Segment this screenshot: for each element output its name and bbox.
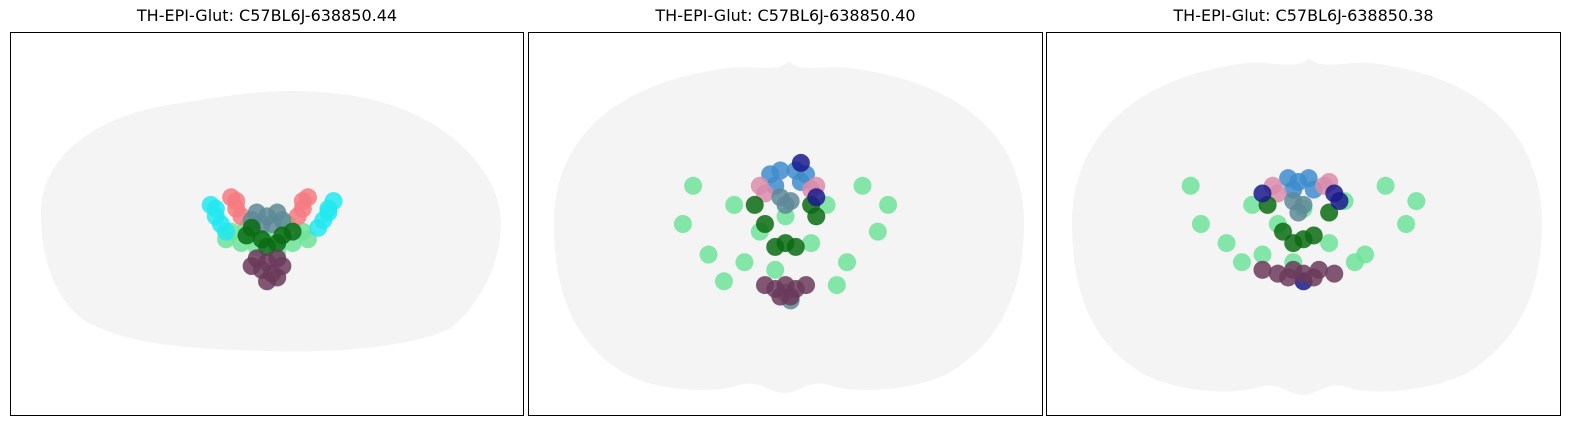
scatter-point (1320, 234, 1339, 253)
scatter-point (1397, 215, 1416, 233)
scatter-series (242, 249, 292, 291)
scatter-point (786, 237, 805, 256)
scatter-point (673, 215, 692, 233)
plot-area (10, 32, 524, 416)
chart-panel-2: TH-EPI-Glut: C57BL6J-638850.40 (528, 0, 1043, 427)
scatter-point (217, 222, 236, 241)
scatter-point (268, 268, 287, 287)
scatter-point (791, 153, 810, 172)
scatter-point (273, 211, 292, 230)
scatter-point (1243, 195, 1262, 214)
scatter-point (273, 226, 292, 245)
scatter-point (1191, 215, 1210, 233)
scatter-point (1181, 176, 1200, 195)
scatter-series (1253, 260, 1344, 287)
scatter-point (1253, 260, 1272, 279)
scatter-point (684, 176, 703, 195)
chart-panel-1: TH-EPI-Glut: C57BL6J-638850.44 (10, 0, 524, 427)
scatter-point (755, 215, 774, 233)
scatter-point (868, 222, 887, 241)
chart-title: TH-EPI-Glut: C57BL6J-638850.38 (1173, 6, 1434, 25)
scatter-plot (41, 91, 501, 352)
scatter-point (879, 195, 898, 214)
scatter-point (853, 176, 872, 195)
scatter-point (699, 245, 718, 264)
scatter-point (1376, 176, 1395, 195)
scatter-point (1217, 234, 1236, 253)
scatter-point (735, 253, 754, 272)
scatter-point (725, 195, 744, 214)
scatter-point (827, 276, 846, 295)
scatter-series (1258, 195, 1339, 253)
scatter-point (242, 218, 261, 237)
scatter-point (781, 287, 800, 306)
scatter-point (1289, 203, 1308, 222)
scatter-point (797, 276, 816, 295)
scatter-plot (1072, 58, 1542, 395)
scatter-plot (554, 61, 1024, 393)
scatter-point (745, 195, 764, 214)
scatter-point (1330, 192, 1349, 211)
scatter-point (1279, 268, 1298, 287)
scatter-series (201, 192, 343, 241)
scatter-point (298, 230, 317, 249)
brain-section-outline (554, 61, 1024, 393)
plot-area (1046, 32, 1561, 416)
scatter-point (258, 237, 276, 256)
scatter-point (1273, 222, 1292, 241)
scatter-point (1304, 268, 1323, 287)
scatter-series (791, 153, 826, 207)
scatter-series (673, 176, 898, 295)
scatter-point (227, 192, 246, 211)
plot-area (528, 32, 1043, 416)
scatter-point (1268, 184, 1287, 203)
scatter-point (1304, 226, 1323, 245)
chart-title: TH-EPI-Glut: C57BL6J-638850.44 (136, 6, 398, 25)
scatter-point (1320, 203, 1339, 222)
scatter-series (755, 276, 816, 306)
scatter-point (1253, 245, 1272, 264)
scatter-point (1253, 184, 1272, 203)
scatter-point (755, 184, 774, 203)
scatter-series (745, 195, 826, 256)
scatter-point (242, 257, 261, 276)
scatter-point (771, 161, 790, 180)
scatter-point (1407, 192, 1426, 211)
brain-section-outline (1072, 58, 1542, 395)
scatter-point (293, 192, 312, 211)
scatter-point (288, 207, 307, 226)
chart-title: TH-EPI-Glut: C57BL6J-638850.40 (655, 6, 916, 25)
scatter-point (1345, 253, 1364, 272)
scatter-series (237, 218, 302, 256)
scatter-point (1232, 253, 1251, 272)
scatter-point (1325, 264, 1344, 283)
scatter-series (1284, 192, 1313, 222)
scatter-point (766, 260, 785, 279)
scatter-point (781, 192, 800, 211)
scatter-point (309, 218, 328, 237)
chart-panel-3: TH-EPI-Glut: C57BL6J-638850.38 (1046, 0, 1561, 427)
scatter-point (807, 188, 826, 207)
scatter-point (802, 234, 821, 253)
scatter-point (319, 203, 338, 222)
scatter-point (206, 199, 225, 218)
scatter-point (838, 253, 857, 272)
scatter-point (1289, 172, 1308, 191)
scatter-point (714, 272, 733, 291)
